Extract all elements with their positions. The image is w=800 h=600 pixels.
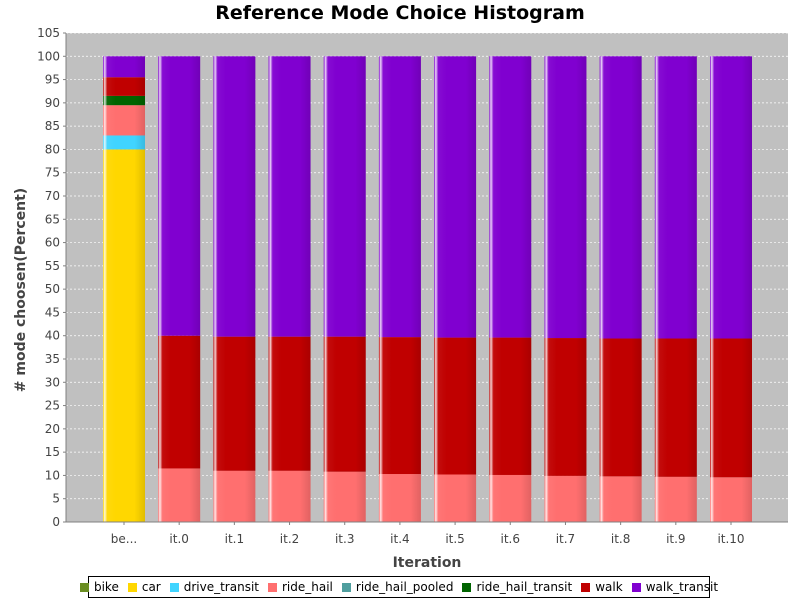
y-tick-label: 15 bbox=[45, 445, 60, 459]
x-tick-label: it.10 bbox=[717, 532, 744, 546]
x-tick-label: it.2 bbox=[280, 532, 300, 546]
ticks-layer: 0 5 10 15 20 25 30 35 40 45 50 55 60 65 70 75 80 85 90 95 10… bbox=[37, 26, 744, 546]
legend-item-drive_transit: drive_transit bbox=[169, 580, 259, 594]
y-tick-label: 45 bbox=[45, 305, 60, 319]
bar-shine-it.2 bbox=[268, 56, 311, 523]
y-tick-label: 55 bbox=[45, 259, 60, 273]
x-tick-label: it.5 bbox=[445, 532, 465, 546]
y-tick-label: 40 bbox=[45, 329, 60, 343]
y-tick-label: 20 bbox=[45, 422, 60, 436]
legend-label: ride_hail_transit bbox=[476, 580, 573, 594]
x-tick-label: it.8 bbox=[611, 532, 631, 546]
chart-title: Reference Mode Choice Histogram bbox=[215, 2, 585, 24]
bar-shine-it.8 bbox=[599, 56, 642, 523]
legend-swatch bbox=[79, 582, 89, 592]
bar-shine-it.10 bbox=[710, 56, 752, 523]
x-tick-label: it.9 bbox=[666, 532, 686, 546]
y-tick-label: 65 bbox=[45, 212, 60, 226]
x-tick-label: it.0 bbox=[169, 532, 189, 546]
legend-item-ride_hail: ride_hail bbox=[268, 580, 333, 594]
legend-swatch bbox=[462, 582, 472, 592]
legend-label: ride_hail bbox=[282, 580, 333, 594]
y-tick-label: 90 bbox=[45, 96, 60, 110]
y-tick-label: 0 bbox=[52, 515, 60, 529]
y-axis-label: # mode choosen(Percent) bbox=[13, 188, 29, 392]
x-tick-label: be... bbox=[111, 532, 137, 546]
bar-shine-it.1 bbox=[213, 56, 256, 523]
legend-label: drive_transit bbox=[183, 580, 259, 594]
y-tick-label: 105 bbox=[37, 26, 60, 40]
bar-shine-be... bbox=[103, 56, 145, 523]
legend-label: walk_transit bbox=[645, 580, 719, 594]
y-tick-label: 85 bbox=[45, 119, 60, 133]
y-tick-label: 10 bbox=[45, 468, 60, 482]
x-tick-label: it.7 bbox=[556, 532, 576, 546]
y-tick-label: 50 bbox=[45, 282, 60, 296]
y-tick-label: 35 bbox=[45, 352, 60, 366]
y-tick-label: 70 bbox=[45, 189, 60, 203]
legend-swatch bbox=[341, 582, 351, 592]
bar-shine-it.6 bbox=[489, 56, 532, 523]
y-tick-label: 80 bbox=[45, 142, 60, 156]
legend-swatch bbox=[127, 582, 137, 592]
x-tick-label: it.6 bbox=[501, 532, 521, 546]
bar-shine-it.0 bbox=[158, 56, 201, 523]
legend-label: ride_hail_pooled bbox=[355, 580, 454, 594]
legend: bike car drive_transit ride_hail ride_hail_p… bbox=[79, 576, 718, 598]
y-tick-label: 75 bbox=[45, 166, 60, 180]
bar-shine-it.3 bbox=[323, 56, 366, 523]
x-tick-label: it.4 bbox=[390, 532, 410, 546]
legend-swatch bbox=[631, 582, 641, 592]
bar-shine-it.4 bbox=[378, 56, 421, 523]
legend-label: walk bbox=[595, 580, 623, 594]
bar-shine-it.5 bbox=[434, 56, 477, 523]
bar-shine-it.9 bbox=[654, 56, 697, 523]
bar-shine-it.7 bbox=[544, 56, 587, 523]
x-axis-label: Iteration bbox=[393, 555, 462, 571]
legend-swatch bbox=[581, 582, 591, 592]
y-tick-label: 60 bbox=[45, 236, 60, 250]
y-tick-label: 30 bbox=[45, 375, 60, 389]
bars-layer bbox=[103, 56, 752, 523]
legend-item-walk: walk bbox=[581, 580, 623, 594]
y-tick-label: 100 bbox=[37, 49, 60, 63]
legend-item-bike: bike bbox=[79, 580, 119, 594]
legend-item-ride_hail_pooled: ride_hail_pooled bbox=[341, 580, 454, 594]
axes-layer bbox=[65, 33, 788, 523]
legend-item-walk_transit: walk_transit bbox=[631, 580, 719, 594]
legend-swatch bbox=[169, 582, 179, 592]
legend-item-car: car bbox=[127, 580, 161, 594]
legend-swatch bbox=[268, 582, 277, 592]
x-tick-label: it.1 bbox=[225, 532, 245, 546]
y-tick-label: 95 bbox=[45, 73, 60, 87]
legend-item-ride_hail_transit: ride_hail_transit bbox=[462, 580, 572, 594]
legend-label: bike bbox=[93, 580, 119, 594]
legend-label: car bbox=[141, 580, 161, 594]
y-tick-label: 25 bbox=[45, 399, 60, 413]
y-tick-label: 5 bbox=[52, 492, 60, 506]
x-tick-label: it.3 bbox=[335, 532, 355, 546]
